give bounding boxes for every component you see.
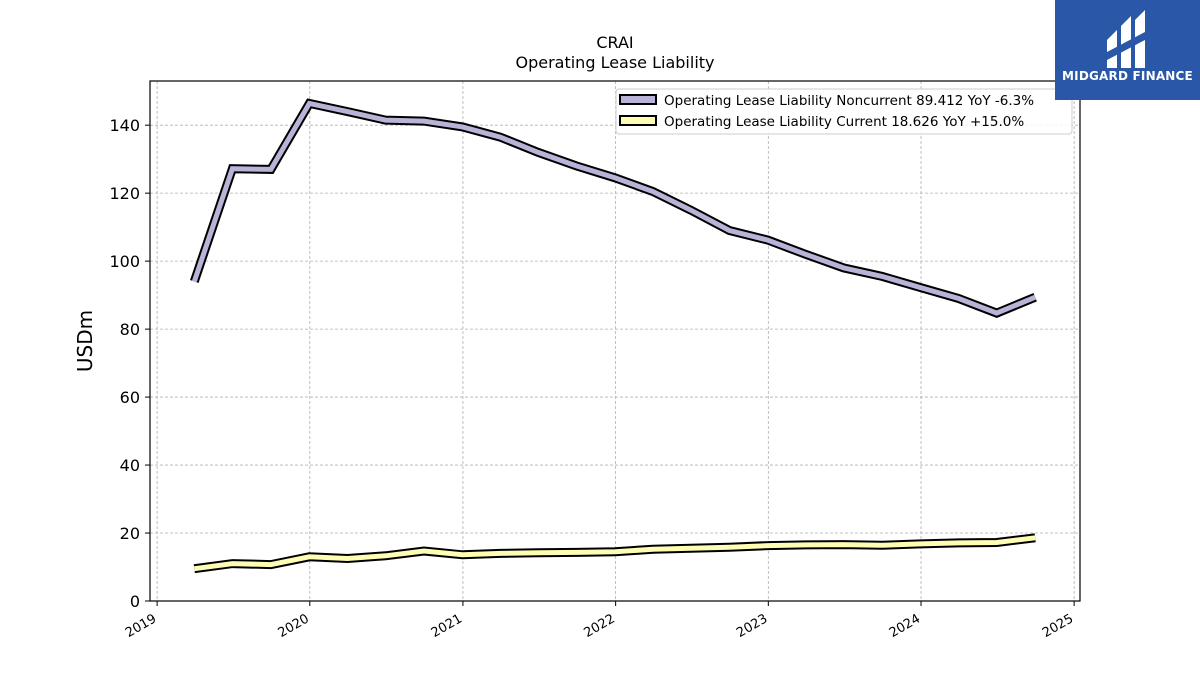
- legend-swatch-noncurrent: [619, 94, 657, 105]
- y-tick-label: 120: [109, 184, 140, 203]
- brand-logo: MIDGARD FINANCE: [1055, 0, 1200, 100]
- plot-frame: [149, 80, 1081, 602]
- x-tick-label: 2024: [887, 611, 923, 641]
- x-tick-label: 2025: [1040, 611, 1076, 641]
- x-tick-label: 2021: [429, 611, 465, 641]
- y-tick-label: 20: [120, 524, 140, 543]
- series-layer: [190, 98, 1037, 574]
- legend-frame: [615, 88, 1073, 135]
- chart-subtitle: Operating Lease Liability: [515, 53, 714, 72]
- series-line-0: [191, 100, 1037, 316]
- y-tick-label: 40: [120, 456, 140, 475]
- y-axis-label: USDm: [73, 310, 97, 372]
- y-tick-label: 140: [109, 116, 140, 135]
- y-tick-label: 80: [120, 320, 140, 339]
- x-tick-label: 2022: [581, 611, 617, 641]
- y-tick-label: 100: [109, 252, 140, 271]
- legend-label-current: Operating Lease Liability Current 18.626…: [664, 114, 1024, 130]
- legend-label-noncurrent: Operating Lease Liability Noncurrent 89.…: [664, 93, 1034, 109]
- x-tick-label: 2020: [276, 611, 312, 641]
- y-axis: 0 20 40 60 80 100 120 140: [109, 116, 150, 611]
- x-tick-label: 2019: [123, 611, 159, 641]
- brand-name: MIDGARD FINANCE: [1062, 69, 1193, 83]
- chart-title: CRAI: [596, 33, 633, 52]
- legend: Operating Lease Liability Noncurrent 89.…: [615, 88, 1073, 135]
- series-line-1: [193, 535, 1036, 572]
- x-axis: 2019 2020 2021 2022 2023 2024 2025: [123, 601, 1076, 641]
- midgard-logo-icon: [1107, 10, 1145, 68]
- legend-swatch-current: [619, 115, 657, 126]
- grid: [150, 81, 1080, 602]
- x-tick-label: 2023: [734, 611, 770, 641]
- y-tick-label: 60: [120, 388, 140, 407]
- y-tick-label: 0: [130, 592, 140, 611]
